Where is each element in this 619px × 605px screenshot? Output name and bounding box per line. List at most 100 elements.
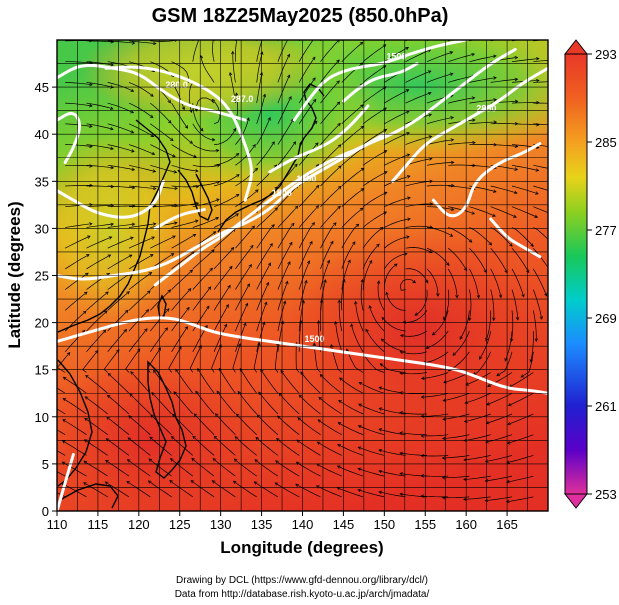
streamline-arrow xyxy=(539,316,543,320)
streamline-arrow xyxy=(412,279,416,284)
streamline-arrow xyxy=(199,127,204,132)
streamline xyxy=(320,260,330,290)
streamline xyxy=(320,101,340,125)
streamline-arrow xyxy=(274,207,279,211)
streamline-arrow xyxy=(428,250,433,254)
streamline xyxy=(64,291,88,311)
streamline xyxy=(171,202,199,208)
streamline xyxy=(213,304,229,332)
streamline-arrow xyxy=(378,407,383,411)
streamline-arrow xyxy=(378,386,383,390)
streamline xyxy=(254,481,279,498)
x-tick-label: 160 xyxy=(455,517,477,532)
streamline xyxy=(511,206,538,218)
streamline-arrow xyxy=(452,352,456,356)
streamline-arrow xyxy=(248,263,252,268)
streamline-arrow xyxy=(420,414,425,419)
colorbar-tick-label: 277 xyxy=(595,223,617,238)
streamline-arrow xyxy=(110,222,115,227)
streamline xyxy=(277,54,290,83)
streamline-arrow xyxy=(337,299,342,304)
streamline-arrow xyxy=(128,254,133,258)
streamline xyxy=(107,310,129,332)
streamline-arrow xyxy=(330,240,334,245)
streamline-arrow xyxy=(476,294,481,299)
contour-line xyxy=(268,104,370,174)
streamline xyxy=(298,99,317,124)
streamline xyxy=(341,167,365,187)
streamline-arrow xyxy=(492,213,496,217)
streamline xyxy=(337,465,364,477)
streamline-arrow xyxy=(172,154,176,158)
streamline-arrow xyxy=(260,368,264,373)
streamline-arrow xyxy=(243,322,247,327)
streamline xyxy=(300,371,321,394)
streamline-arrow xyxy=(187,288,192,292)
streamline xyxy=(405,70,431,83)
streamline-arrow xyxy=(87,235,91,239)
streamline xyxy=(320,123,341,145)
streamline xyxy=(107,205,135,208)
streamline-arrow xyxy=(492,54,497,58)
streamline-arrow xyxy=(360,125,365,130)
streamline xyxy=(277,301,286,332)
streamline xyxy=(337,444,364,456)
streamline-arrow xyxy=(82,310,87,315)
streamline xyxy=(62,398,87,415)
streamline xyxy=(511,164,539,171)
streamline-arrow xyxy=(514,144,519,149)
x-tick-label: 110 xyxy=(47,517,68,532)
streamline xyxy=(86,164,114,169)
streamline xyxy=(377,280,385,311)
streamline-arrow xyxy=(505,499,510,504)
streamline xyxy=(421,455,449,457)
streamline xyxy=(213,213,239,228)
streamline-arrow xyxy=(535,191,539,195)
streamline-arrow xyxy=(107,372,112,377)
streamline-arrow xyxy=(174,40,178,42)
streamline-arrow xyxy=(338,165,342,169)
streamline-arrow xyxy=(144,328,148,332)
streamline-arrow xyxy=(189,269,194,274)
streamline-arrow xyxy=(405,110,410,114)
streamline-arrow xyxy=(130,130,135,134)
streamline-arrow xyxy=(365,328,369,333)
streamline-arrow xyxy=(507,421,511,426)
streamline-arrow xyxy=(234,436,239,440)
streamline-arrow xyxy=(184,125,189,129)
streamline-arrow xyxy=(174,221,178,225)
streamline xyxy=(298,40,314,62)
streamline-arrow xyxy=(487,383,491,387)
streamline-arrow xyxy=(62,419,66,423)
streamline xyxy=(399,432,427,436)
streamline xyxy=(169,480,194,498)
streamline-arrow xyxy=(192,233,197,237)
streamline xyxy=(358,446,385,456)
streamline xyxy=(215,413,236,435)
streamline-arrow xyxy=(441,475,446,480)
streamline xyxy=(469,121,497,125)
streamline xyxy=(107,237,134,249)
streamline xyxy=(341,41,364,62)
streamline xyxy=(426,139,454,145)
streamline xyxy=(511,310,514,342)
streamline-arrow xyxy=(337,185,342,190)
streamline xyxy=(171,82,185,110)
streamline xyxy=(235,117,250,145)
streamline xyxy=(341,223,359,249)
streamline xyxy=(384,175,410,187)
streamline-arrow xyxy=(544,292,548,297)
streamline-arrow xyxy=(271,224,275,228)
contour-line xyxy=(341,62,419,103)
streamline xyxy=(360,279,364,311)
streamline xyxy=(320,241,334,270)
streamline-arrow xyxy=(173,391,177,395)
streamline xyxy=(256,72,263,104)
streamline-arrow xyxy=(204,324,208,329)
streamline xyxy=(442,434,470,439)
streamline xyxy=(256,282,269,311)
streamline xyxy=(105,460,130,477)
streamline xyxy=(400,278,416,291)
streamline xyxy=(511,289,519,320)
streamline-arrow xyxy=(123,328,127,333)
